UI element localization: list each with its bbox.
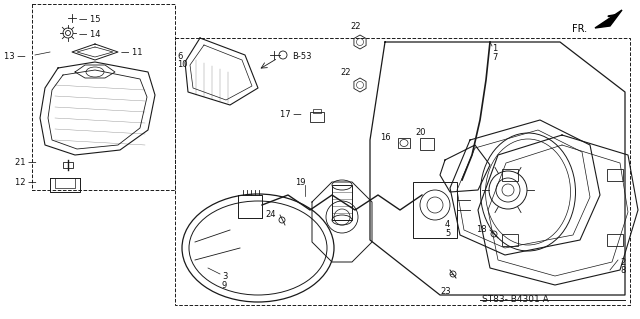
Text: 3: 3 bbox=[222, 272, 227, 281]
Text: 18: 18 bbox=[476, 225, 486, 234]
Bar bbox=[502, 169, 518, 181]
Text: — 11: — 11 bbox=[121, 48, 143, 57]
Text: 23: 23 bbox=[440, 287, 451, 296]
Text: 17 —: 17 — bbox=[280, 110, 301, 119]
Text: 21 —: 21 — bbox=[15, 158, 36, 167]
Text: FR.: FR. bbox=[572, 24, 587, 34]
Bar bbox=[175, 38, 630, 305]
Bar bbox=[63, 162, 73, 168]
Text: 16: 16 bbox=[380, 133, 390, 142]
Text: — 15: — 15 bbox=[79, 15, 100, 24]
Text: 22: 22 bbox=[350, 22, 360, 31]
Bar bbox=[607, 169, 623, 181]
Bar bbox=[413, 182, 457, 238]
Bar bbox=[313, 109, 321, 113]
Text: B-53: B-53 bbox=[292, 52, 312, 61]
Polygon shape bbox=[595, 10, 622, 28]
Text: 8: 8 bbox=[620, 266, 625, 275]
Text: 9: 9 bbox=[222, 281, 227, 290]
Bar bbox=[607, 234, 623, 246]
Bar bbox=[398, 138, 410, 148]
Text: 5: 5 bbox=[445, 229, 451, 238]
Text: 24: 24 bbox=[265, 210, 275, 219]
Text: 22: 22 bbox=[340, 68, 351, 77]
Text: ST83- B4301 A: ST83- B4301 A bbox=[482, 295, 548, 304]
Text: 1: 1 bbox=[492, 44, 497, 53]
Text: 13 —: 13 — bbox=[4, 52, 26, 61]
Bar bbox=[332, 185, 352, 220]
Text: — 14: — 14 bbox=[79, 30, 100, 39]
Text: 20: 20 bbox=[415, 128, 426, 137]
Text: 4: 4 bbox=[445, 220, 451, 229]
Bar bbox=[502, 234, 518, 246]
Bar bbox=[310, 112, 324, 122]
Bar bbox=[32, 4, 175, 190]
Text: 6: 6 bbox=[177, 52, 182, 61]
Text: 7: 7 bbox=[492, 53, 497, 62]
Text: 12 —: 12 — bbox=[15, 178, 36, 187]
Bar bbox=[420, 138, 434, 150]
Text: 10: 10 bbox=[177, 60, 188, 69]
Text: 2: 2 bbox=[620, 258, 625, 267]
Text: 19: 19 bbox=[295, 178, 305, 187]
